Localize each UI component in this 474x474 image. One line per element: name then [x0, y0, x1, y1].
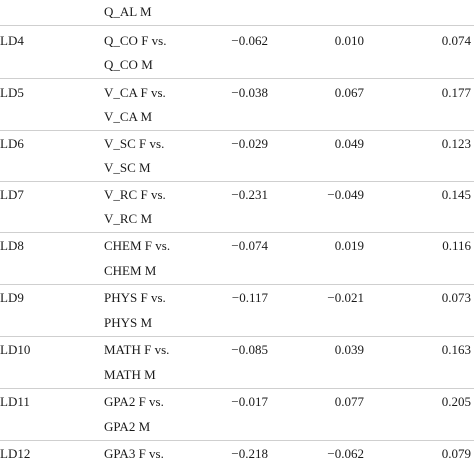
- table-row-continuation: V_CA M: [0, 104, 474, 130]
- row-id: LD7: [0, 187, 24, 202]
- comparison-continuation: MATH M: [104, 367, 156, 382]
- table-row-continuation: MATH M: [0, 362, 474, 388]
- row-id: LD10: [0, 342, 31, 357]
- value-upper: 0.074: [441, 33, 471, 48]
- value-lower: −0.085: [231, 342, 268, 357]
- table-row-continuation: GPA2 M: [0, 414, 474, 440]
- value-estimate: 0.039: [334, 342, 364, 357]
- comparison-continuation: V_CA M: [104, 109, 153, 124]
- row-id: LD11: [0, 394, 30, 409]
- table-row: LD6 V_SC F vs. −0.029 0.049 0.123: [0, 131, 474, 157]
- value-estimate: 0.019: [334, 238, 364, 253]
- table-row: LD7 V_RC F vs. −0.231 −0.049 0.145: [0, 182, 474, 208]
- value-lower: −0.117: [231, 290, 268, 305]
- row-divider: [0, 336, 474, 337]
- row-divider: [0, 284, 474, 285]
- row-divider: [0, 130, 474, 131]
- row-id: LD12: [0, 446, 31, 461]
- row-divider: [0, 78, 474, 79]
- row-id: LD8: [0, 238, 24, 253]
- row-id: LD4: [0, 33, 24, 48]
- table-row: LD12 GPA3 F vs. −0.218 −0.062 0.079: [0, 441, 474, 467]
- row-divider: [0, 25, 474, 26]
- value-lower: −0.029: [231, 136, 268, 151]
- value-upper: 0.116: [442, 238, 471, 253]
- table-row: LD8 CHEM F vs. −0.074 0.019 0.116: [0, 233, 474, 259]
- value-estimate: −0.049: [327, 187, 364, 202]
- value-lower: −0.017: [231, 394, 268, 409]
- table-row: LD9 PHYS F vs. −0.117 −0.021 0.073: [0, 285, 474, 311]
- table-row: LD11 GPA2 F vs. −0.017 0.077 0.205: [0, 389, 474, 415]
- value-upper: 0.163: [441, 342, 471, 357]
- comparison-continuation: GPA2 M: [104, 419, 151, 434]
- row-divider: [0, 388, 474, 389]
- table-row: LD4 Q_CO F vs. −0.062 0.010 0.074: [0, 28, 474, 54]
- comparison-continuation: V_SC M: [104, 160, 151, 175]
- table-row-continuation: CHEM M: [0, 258, 474, 284]
- comparison-label: V_SC F vs.: [104, 136, 165, 151]
- value-estimate: 0.067: [334, 85, 364, 100]
- value-estimate: 0.077: [334, 394, 364, 409]
- comparison-label: CHEM F vs.: [104, 238, 171, 253]
- value-upper: 0.073: [441, 290, 471, 305]
- row-divider: [0, 440, 474, 441]
- table-row: LD10 MATH F vs. −0.085 0.039 0.163: [0, 337, 474, 363]
- comparison-label: GPA2 F vs.: [104, 394, 164, 409]
- value-lower: −0.231: [231, 187, 268, 202]
- comparison-label: MATH F vs.: [104, 342, 170, 357]
- value-upper: 0.079: [441, 446, 471, 461]
- value-estimate: −0.062: [327, 446, 364, 461]
- value-lower: −0.038: [231, 85, 268, 100]
- comparison-label: Q_CO F vs.: [104, 33, 167, 48]
- table-row-continuation: V_RC M: [0, 206, 474, 232]
- comparison-continuation: Q_AL M: [104, 4, 152, 19]
- comparison-continuation: V_RC M: [104, 211, 153, 226]
- value-upper: 0.177: [441, 85, 471, 100]
- comparison-label: GPA3 F vs.: [104, 446, 164, 461]
- row-id: LD9: [0, 290, 24, 305]
- value-upper: 0.205: [441, 394, 471, 409]
- comparison-label: V_CA F vs.: [104, 85, 166, 100]
- row-id: LD5: [0, 85, 24, 100]
- comparison-continuation: PHYS M: [104, 315, 153, 330]
- value-lower: −0.062: [231, 33, 268, 48]
- comparison-label: PHYS F vs.: [104, 290, 166, 305]
- value-upper: 0.145: [441, 187, 471, 202]
- value-lower: −0.218: [231, 446, 268, 461]
- table-row-continuation: Q_CO M: [0, 52, 474, 78]
- value-estimate: −0.021: [327, 290, 364, 305]
- table-row: LD5 V_CA F vs. −0.038 0.067 0.177: [0, 80, 474, 106]
- table-row-continuation: V_SC M: [0, 155, 474, 181]
- value-lower: −0.074: [231, 238, 268, 253]
- table-continuation-line: Q_AL M: [0, 0, 474, 25]
- row-divider: [0, 181, 474, 182]
- value-upper: 0.123: [441, 136, 471, 151]
- value-estimate: 0.010: [334, 33, 364, 48]
- table-row-continuation: PHYS M: [0, 310, 474, 336]
- comparison-continuation: CHEM M: [104, 263, 157, 278]
- comparison-continuation: Q_CO M: [104, 57, 153, 72]
- value-estimate: 0.049: [334, 136, 364, 151]
- row-id: LD6: [0, 136, 24, 151]
- row-divider: [0, 232, 474, 233]
- comparison-label: V_RC F vs.: [104, 187, 166, 202]
